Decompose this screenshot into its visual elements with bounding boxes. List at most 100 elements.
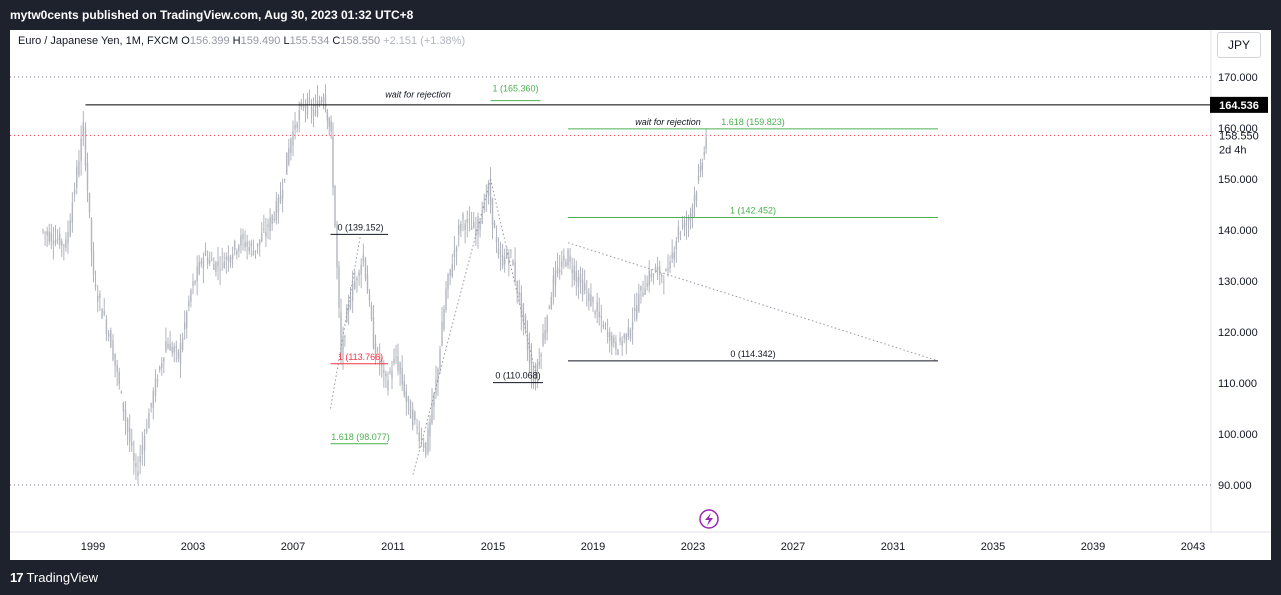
candle-body — [92, 251, 95, 276]
candle-body — [152, 390, 155, 409]
candle-body — [143, 436, 146, 452]
candle-body — [48, 231, 50, 242]
candle-body — [242, 234, 244, 240]
candle-body — [590, 294, 592, 307]
candle-body — [528, 344, 531, 363]
candle-body — [588, 293, 590, 301]
candle-body — [229, 256, 232, 263]
candle-body — [608, 332, 611, 341]
candle-body — [391, 370, 393, 379]
x-tick-10: 2039 — [1081, 541, 1105, 553]
candle-body — [581, 279, 584, 296]
trendline-1 — [412, 178, 491, 475]
candle-body — [362, 255, 365, 262]
candle-body — [516, 280, 518, 294]
candle-body — [556, 267, 559, 274]
candle-body — [468, 218, 471, 220]
candle-body — [250, 242, 253, 246]
candle-body — [310, 107, 313, 111]
candle-body — [552, 275, 555, 297]
wait-for-rejection-1: wait for rejection — [385, 90, 451, 100]
candle-body — [673, 252, 675, 260]
candle-body — [65, 239, 67, 249]
candle-body — [338, 266, 340, 308]
horizontal-line-tag-label: 164.536 — [1219, 100, 1259, 112]
candle-body — [544, 330, 546, 340]
candle-body — [204, 250, 207, 256]
candle-body — [258, 239, 261, 245]
candle-body — [592, 296, 594, 303]
candle-body — [619, 337, 621, 342]
candle-body — [44, 232, 46, 234]
candle-body — [135, 463, 137, 468]
candle-body — [378, 355, 381, 364]
candle-body — [697, 175, 700, 181]
candle-body — [399, 362, 401, 374]
candle-body — [703, 151, 705, 156]
candle-body — [116, 365, 118, 372]
candle-body — [163, 357, 165, 362]
candle-body — [598, 311, 600, 318]
x-tick-2: 2007 — [281, 541, 305, 553]
candle-body — [126, 419, 129, 432]
candle-body — [332, 136, 334, 188]
candle-body — [208, 260, 211, 263]
candle-body — [563, 255, 565, 261]
candle-body — [175, 346, 178, 349]
candle-body — [615, 341, 617, 350]
y-tick-1: 160.000 — [1218, 123, 1258, 135]
candle-body — [202, 257, 205, 269]
x-tick-5: 2019 — [581, 541, 605, 553]
candle-body — [52, 241, 55, 245]
candle-body — [431, 402, 433, 424]
candle-body — [567, 249, 569, 266]
candle-body — [306, 97, 309, 115]
candle-body — [254, 250, 257, 252]
candle-body — [158, 366, 161, 371]
currency-button[interactable]: JPY — [1217, 32, 1261, 58]
candle-body — [90, 218, 93, 252]
candle-body — [631, 321, 634, 330]
candle-body — [206, 257, 209, 265]
candle-body — [118, 372, 120, 385]
candle-body — [453, 250, 456, 257]
y-tick-7: 100.000 — [1218, 429, 1258, 441]
candle-body — [701, 162, 704, 170]
candle-body — [518, 292, 520, 296]
candle-body — [435, 379, 437, 394]
candle-body — [194, 281, 196, 284]
candle-body — [215, 262, 217, 272]
candle-body — [470, 226, 473, 230]
event-marker-icon[interactable] — [699, 509, 719, 529]
tradingview-logo[interactable]: 17 TradingView — [10, 570, 98, 585]
candle-body — [663, 281, 665, 283]
candle-body — [699, 165, 702, 172]
candle-body — [179, 343, 182, 364]
candle-body — [244, 242, 246, 248]
candle-body — [661, 274, 663, 277]
change-value: +2.151 (+1.38%) — [383, 35, 466, 47]
candle-body — [536, 364, 539, 376]
fib-c-1-label: 1 (142.452) — [730, 205, 776, 215]
header-bar: mytw0cents published on TradingView.com,… — [0, 0, 1281, 30]
candle-body — [506, 252, 508, 258]
candle-body — [364, 258, 367, 279]
candle-body — [80, 138, 82, 161]
candle-body — [689, 213, 692, 220]
candle-body — [133, 452, 135, 461]
candle-body — [139, 456, 141, 463]
close-label: C — [332, 35, 341, 47]
candle-body — [524, 315, 527, 331]
candle-body — [669, 261, 671, 269]
candle-body — [320, 100, 323, 103]
fib-c-0-label: 0 (114.342) — [730, 349, 775, 359]
candle-body — [449, 269, 451, 276]
candle-body — [579, 273, 582, 283]
candle-body — [503, 256, 506, 265]
tradingview-logo-icon: 17 — [10, 570, 24, 585]
x-tick-11: 2043 — [1181, 541, 1205, 553]
candle-body — [374, 343, 377, 355]
candle-body — [177, 350, 180, 359]
candle-body — [358, 272, 360, 277]
candle-body — [658, 266, 661, 275]
